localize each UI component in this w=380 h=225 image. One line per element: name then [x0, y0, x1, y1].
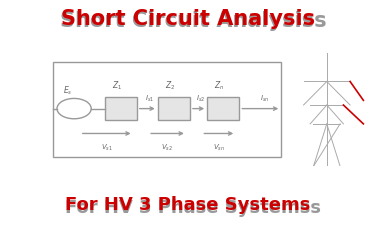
Circle shape	[57, 99, 91, 119]
Text: $Z_n$: $Z_n$	[214, 79, 225, 91]
Text: $V_{s2}$: $V_{s2}$	[162, 142, 174, 152]
Text: $I_{s2}$: $I_{s2}$	[196, 93, 205, 104]
Bar	[53, 63, 281, 158]
Bar	[158, 98, 190, 120]
Bar	[207, 98, 239, 120]
Text: $V_{sn}$: $V_{sn}$	[213, 142, 225, 152]
Text: $V_{s1}$: $V_{s1}$	[101, 142, 112, 152]
Text: $I_{sn}$: $I_{sn}$	[260, 93, 269, 104]
Text: For HV 3 Phase Systems: For HV 3 Phase Systems	[65, 195, 311, 213]
Text: $I_{s1}$: $I_{s1}$	[145, 93, 154, 104]
Text: For HV 3 Phase Systemss: For HV 3 Phase Systemss	[65, 198, 321, 216]
Text: $Z_1$: $Z_1$	[112, 79, 122, 91]
Text: $E_s$: $E_s$	[62, 84, 72, 96]
Bar	[105, 98, 137, 120]
Text: Short Circuit Analysis: Short Circuit Analysis	[61, 9, 315, 28]
Text: $Z_2$: $Z_2$	[165, 79, 175, 91]
Text: Short Circuit Analysiss: Short Circuit Analysiss	[60, 11, 326, 31]
